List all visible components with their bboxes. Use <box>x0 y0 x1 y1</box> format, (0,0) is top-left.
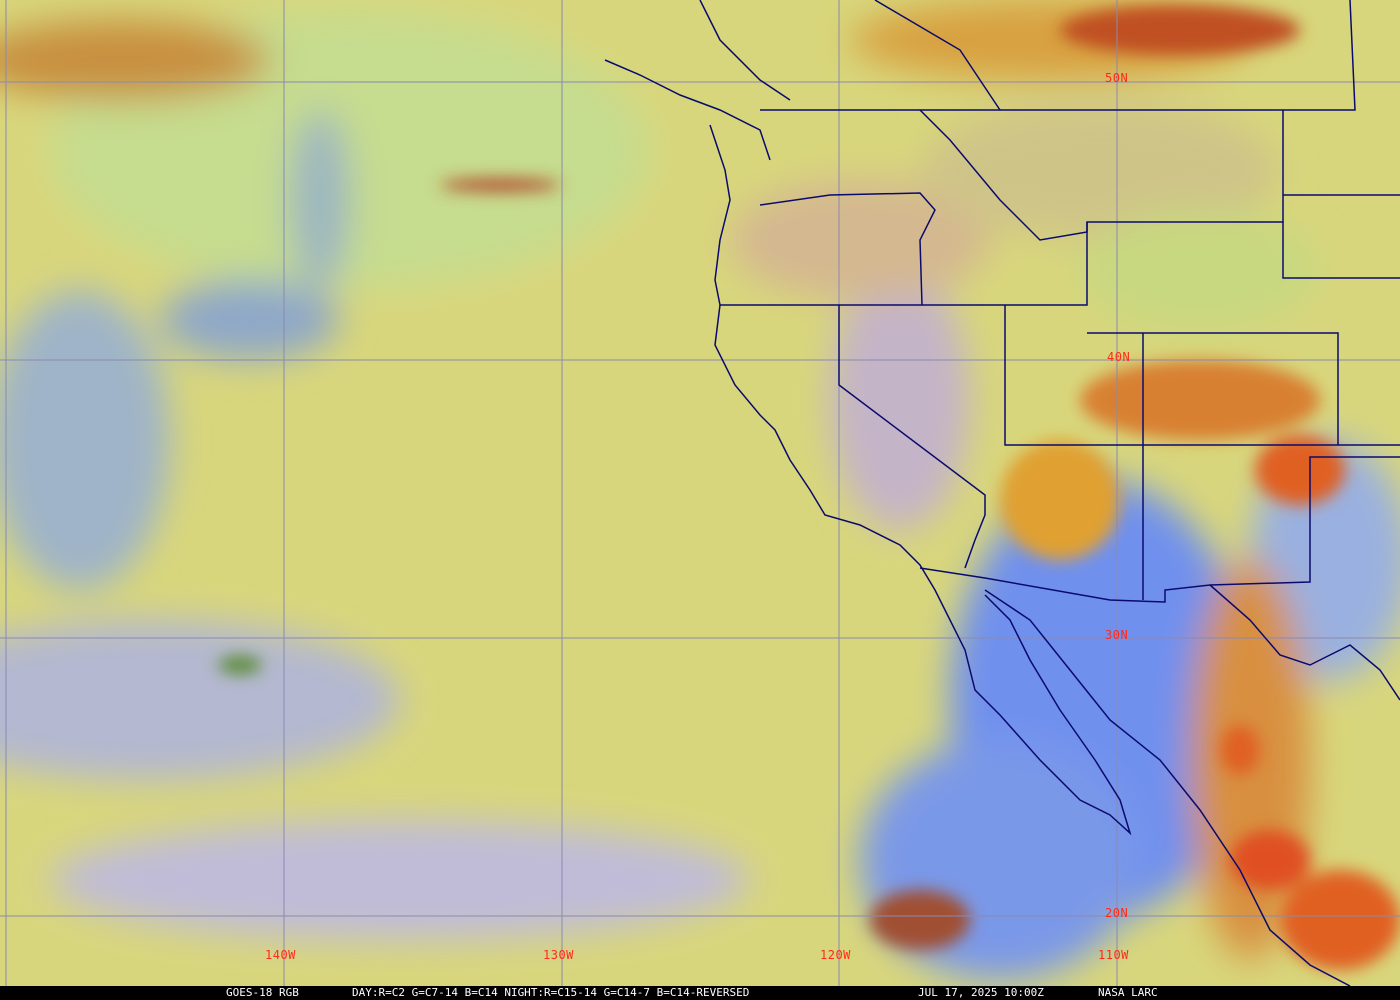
caption-recipe: DAY:R=C2 G=C7-14 B=C14 NIGHT:R=C15-14 G=… <box>352 986 750 999</box>
image-caption-bar: GOES-18 RGB DAY:R=C2 G=C7-14 B=C14 NIGHT… <box>0 986 1400 1000</box>
caption-timestamp: JUL 17, 2025 10:00Z <box>918 986 1044 999</box>
latitude-label-20n: 20N <box>1105 906 1129 920</box>
caption-source: NASA LARC <box>1098 986 1158 999</box>
caption-product: GOES-18 RGB <box>226 986 299 999</box>
longitude-label-110w: 110W <box>1098 948 1129 962</box>
latitude-label-40n: 40N <box>1107 350 1131 364</box>
latitude-label-30n: 30N <box>1105 628 1129 642</box>
longitude-label-140w: 140W <box>265 948 296 962</box>
convective-clouds <box>218 5 1400 970</box>
latitude-label-50n: 50N <box>1105 71 1129 85</box>
coastlines-and-borders <box>604 0 1400 986</box>
longitude-label-130w: 130W <box>543 948 574 962</box>
longitude-label-120w: 120W <box>820 948 851 962</box>
